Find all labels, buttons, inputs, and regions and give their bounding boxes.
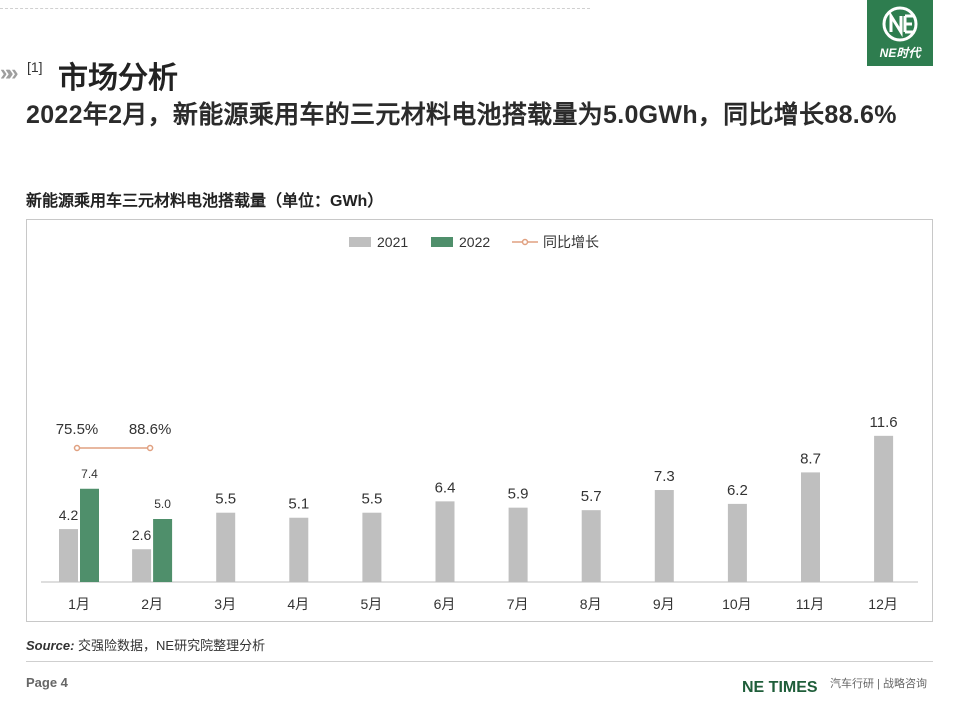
source-note: Source: 交强险数据，NE研究院整理分析 <box>26 635 265 654</box>
ne-logo-icon <box>882 6 918 42</box>
data-label-2021: 5.9 <box>508 486 529 503</box>
data-label-2021: 8.7 <box>800 450 821 467</box>
x-tick-label: 3月 <box>214 596 236 612</box>
growth-point <box>146 444 154 452</box>
x-tick-label: 2月 <box>141 596 163 612</box>
x-tick-label: 10月 <box>722 596 752 612</box>
x-tick-label: 5月 <box>361 596 383 612</box>
headline: 2022年2月，新能源乘用车的三元材料电池搭载量为5.0GWh，同比增长88.6… <box>26 101 897 129</box>
bar-2021 <box>581 510 601 582</box>
bar-2021 <box>508 507 528 582</box>
data-label-2021: 6.2 <box>727 482 748 499</box>
x-tick-label: 8月 <box>580 596 602 612</box>
bar-2021 <box>727 503 747 582</box>
data-label-2021: 5.1 <box>288 496 309 513</box>
legend-label-2022: 2022 <box>459 234 490 250</box>
growth-point <box>73 444 81 452</box>
brand-tagline: 汽车行研 | 战略咨询 <box>830 678 927 690</box>
bar-2022 <box>153 519 173 582</box>
x-tick-label: 7月 <box>507 596 529 612</box>
bar-2021 <box>654 490 674 582</box>
section-number: [1] <box>27 59 43 75</box>
data-label-2021: 4.2 <box>59 507 79 523</box>
data-label-2022: 7.4 <box>81 467 98 481</box>
data-label-2021: 11.6 <box>870 414 898 431</box>
chart-frame <box>26 219 933 622</box>
ne-logo: NE时代 <box>867 0 933 66</box>
data-label-2021: 5.5 <box>215 491 236 508</box>
data-label-2021: 6.4 <box>435 479 456 496</box>
page-number: Page 4 <box>26 675 68 690</box>
bar-2021 <box>801 472 820 582</box>
legend-marker-growth <box>521 238 529 246</box>
x-tick-label: 1月 <box>68 596 90 612</box>
bar-2022 <box>80 488 99 582</box>
bar-2021 <box>59 529 78 582</box>
bar-2021 <box>289 517 309 582</box>
chevron-right-icon: »» <box>0 60 19 85</box>
section-title: 市场分析 <box>58 62 178 95</box>
legend-label-growth: 同比增长 <box>543 234 599 250</box>
growth-label: 88.6% <box>129 421 172 438</box>
bar-2021 <box>132 549 152 582</box>
legend-swatch-2022 <box>431 237 453 247</box>
brand-name: NE TIMES <box>742 679 818 696</box>
top-divider <box>0 8 590 9</box>
data-label-2022: 5.0 <box>154 497 171 511</box>
bar-2021 <box>362 512 382 582</box>
footer-divider <box>26 661 933 662</box>
bar-2021 <box>216 512 236 582</box>
legend-swatch-2021 <box>349 237 371 247</box>
x-tick-label: 9月 <box>653 596 675 612</box>
source-label: Source: <box>26 638 75 653</box>
bar-2021 <box>874 435 894 582</box>
bar-2021 <box>435 501 455 582</box>
data-label-2021: 5.7 <box>581 488 602 505</box>
data-label-2021: 5.5 <box>361 491 382 508</box>
data-label-2021: 7.3 <box>654 468 675 485</box>
source-text: 交强险数据，NE研究院整理分析 <box>78 638 266 653</box>
x-tick-label: 4月 <box>287 596 309 612</box>
x-tick-label: 11月 <box>796 596 825 612</box>
x-tick-label: 12月 <box>868 596 898 612</box>
chart-title: 新能源乘用车三元材料电池搭载量（单位：GWh） <box>26 193 384 210</box>
legend-label-2021: 2021 <box>377 234 408 250</box>
x-tick-label: 6月 <box>434 596 456 612</box>
data-label-2021: 2.6 <box>132 527 152 543</box>
logo-text: NE时代 <box>879 46 921 60</box>
growth-label: 75.5% <box>56 421 99 438</box>
bar-chart: 4.2 7.4 1月 2.6 5.0 2月 5.5 3月 5.1 4月 5.5 5月 6.4 6月 5.9 7… <box>41 234 918 612</box>
